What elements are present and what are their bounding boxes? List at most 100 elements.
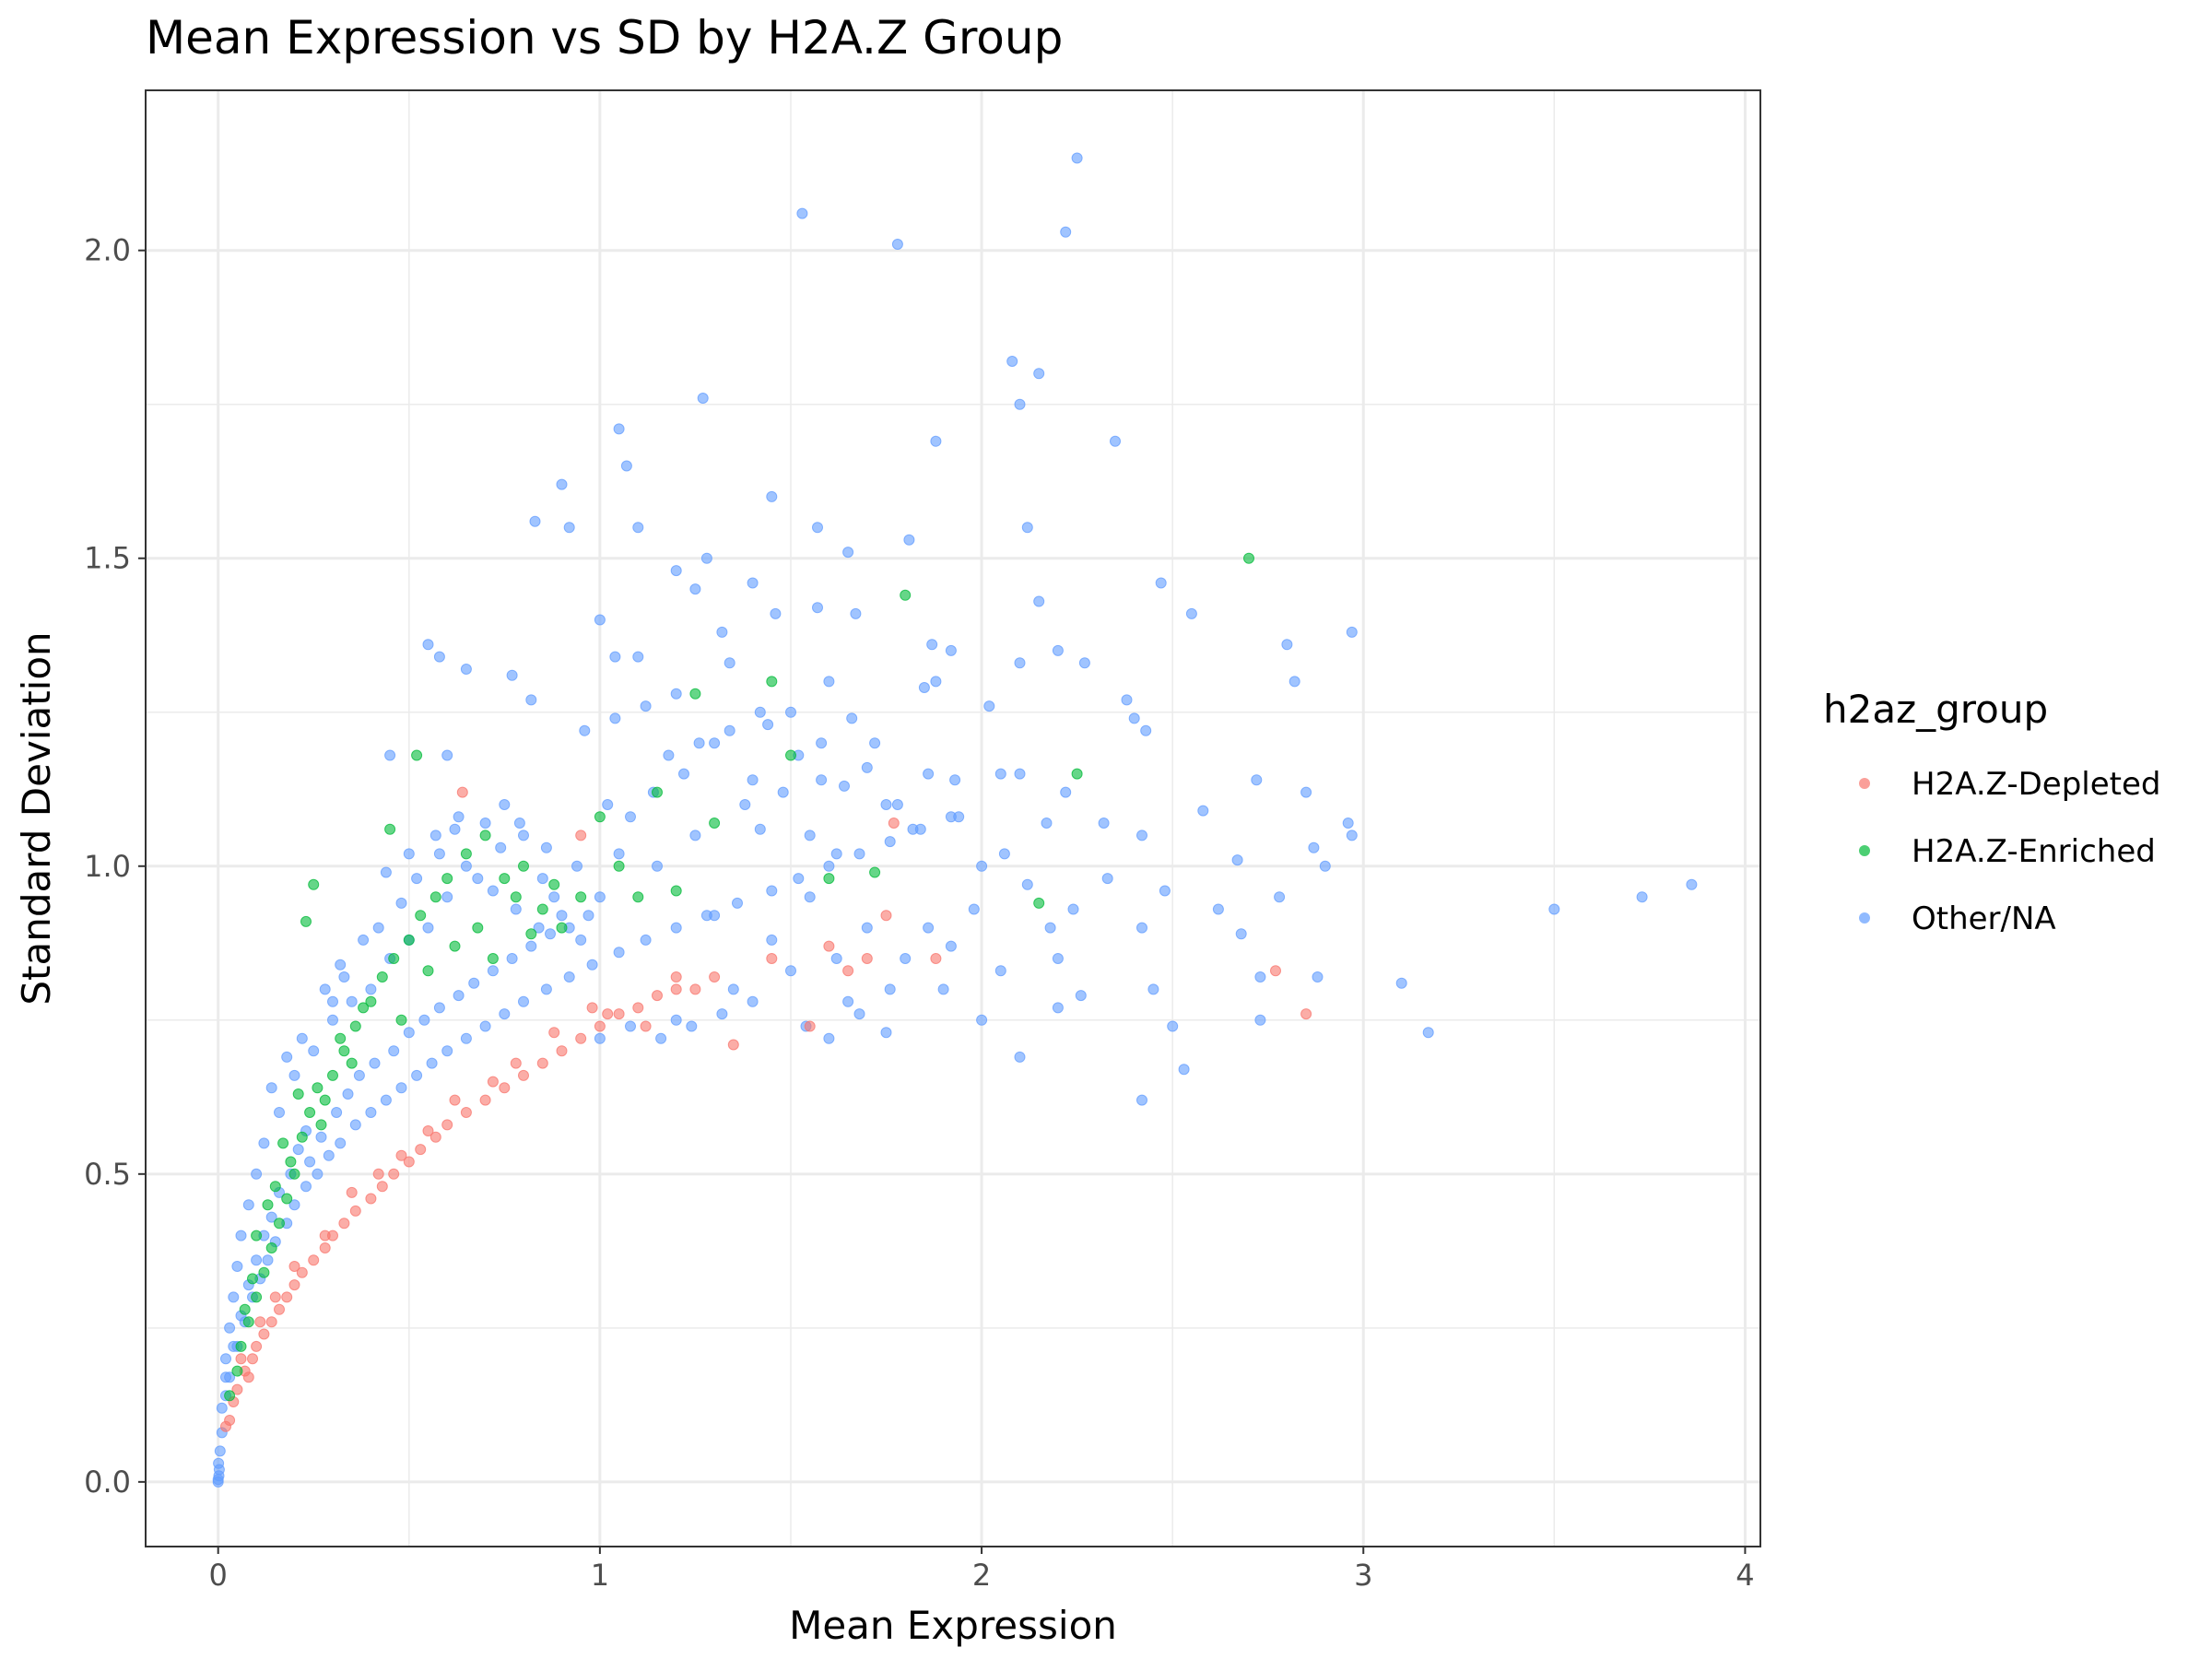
point-other-na [338, 971, 350, 982]
point-h2a-z-depleted [395, 1149, 407, 1161]
point-other-na [766, 490, 778, 502]
point-other-na [304, 1156, 316, 1168]
data-points [212, 152, 1698, 1488]
point-other-na [460, 860, 472, 872]
point-other-na [700, 910, 712, 922]
point-other-na [433, 1002, 445, 1014]
point-other-na [426, 1057, 438, 1069]
point-h2a-z-enriched [251, 1230, 263, 1241]
point-other-na [766, 885, 778, 897]
x-tick-label: 3 [1354, 1558, 1372, 1593]
point-other-na [1178, 1064, 1190, 1076]
x-tick-label: 1 [591, 1558, 609, 1593]
point-other-na [804, 891, 816, 903]
point-other-na [613, 947, 625, 959]
point-other-na [380, 866, 392, 878]
point-h2a-z-depleted [1300, 1008, 1312, 1020]
point-h2a-z-depleted [269, 1291, 281, 1303]
point-h2a-z-depleted [709, 971, 721, 982]
point-other-na [823, 1032, 835, 1044]
legend-title: h2az_group [1823, 687, 2048, 732]
point-other-na [1136, 922, 1147, 934]
point-h2a-z-enriched [479, 830, 491, 841]
legend-label-h2a-z-depleted: H2A.Z-Depleted [1912, 766, 2161, 803]
point-other-na [411, 1069, 423, 1081]
point-h2a-z-depleted [727, 1039, 739, 1051]
point-other-na [358, 934, 370, 946]
point-h2a-z-enriched [460, 848, 472, 860]
point-other-na [274, 1107, 285, 1118]
point-h2a-z-enriched [300, 915, 312, 927]
point-other-na [1548, 903, 1560, 915]
point-other-na [839, 780, 850, 792]
point-other-na [716, 1008, 728, 1020]
point-h2a-z-depleted [479, 1094, 491, 1106]
point-other-na [433, 651, 445, 663]
point-other-na [998, 848, 1010, 860]
point-h2a-z-enriched [308, 878, 320, 890]
point-h2a-z-depleted [281, 1291, 293, 1303]
x-tick-label: 2 [972, 1558, 991, 1593]
point-other-na [670, 565, 682, 577]
point-other-na [880, 1027, 892, 1039]
point-h2a-z-depleted [640, 1020, 652, 1032]
point-other-na [1185, 607, 1197, 619]
point-h2a-z-enriched [1033, 897, 1045, 909]
point-other-na [1060, 226, 1072, 238]
point-other-na [632, 522, 644, 534]
x-tick-label: 4 [1735, 1558, 1754, 1593]
point-other-na [1060, 786, 1072, 798]
point-other-na [495, 841, 507, 853]
point-other-na [1254, 1014, 1266, 1026]
point-other-na [300, 1181, 312, 1193]
point-other-na [315, 1131, 327, 1143]
point-h2a-z-enriched [823, 873, 835, 885]
point-other-na [548, 891, 560, 903]
point-other-na [231, 1261, 243, 1272]
point-h2a-z-depleted [456, 786, 468, 798]
point-other-na [251, 1254, 263, 1266]
point-other-na [796, 207, 808, 219]
point-other-na [747, 995, 759, 1007]
point-other-na [686, 1020, 698, 1032]
point-other-na [380, 1094, 392, 1106]
point-other-na [994, 768, 1006, 780]
point-other-na [288, 1069, 300, 1081]
y-axis-title: Standard Deviation [14, 631, 59, 1005]
point-other-na [663, 749, 675, 761]
point-other-na [265, 1211, 277, 1223]
plot-panel [145, 89, 1761, 1547]
point-other-na [609, 651, 621, 663]
point-h2a-z-enriched [277, 1137, 289, 1149]
point-other-na [770, 607, 782, 619]
point-other-na [429, 830, 441, 841]
point-other-na [1052, 644, 1064, 656]
point-other-na [518, 995, 529, 1007]
point-h2a-z-enriched [376, 971, 388, 982]
point-other-na [823, 860, 835, 872]
point-other-na [846, 712, 858, 724]
point-other-na [1312, 971, 1324, 982]
point-other-na [823, 676, 835, 688]
point-other-na [594, 1032, 606, 1044]
point-other-na [353, 1069, 365, 1081]
point-h2a-z-enriched [239, 1303, 251, 1315]
point-h2a-z-depleted [460, 1107, 472, 1118]
point-other-na [670, 922, 682, 934]
point-other-na [945, 644, 957, 656]
point-h2a-z-depleted [880, 910, 892, 922]
point-other-na [540, 983, 552, 995]
point-h2a-z-enriched [315, 1119, 327, 1131]
point-h2a-z-depleted [372, 1168, 384, 1180]
point-other-na [1288, 676, 1300, 688]
legend-label-other-na: Other/NA [1912, 900, 2056, 937]
point-other-na [1342, 818, 1354, 829]
point-other-na [762, 719, 774, 731]
point-h2a-z-enriched [525, 928, 537, 940]
point-other-na [1346, 626, 1358, 638]
point-h2a-z-depleted [388, 1168, 400, 1180]
point-other-na [670, 1014, 682, 1026]
point-h2a-z-enriched [613, 860, 625, 872]
point-h2a-z-depleted [224, 1415, 236, 1426]
